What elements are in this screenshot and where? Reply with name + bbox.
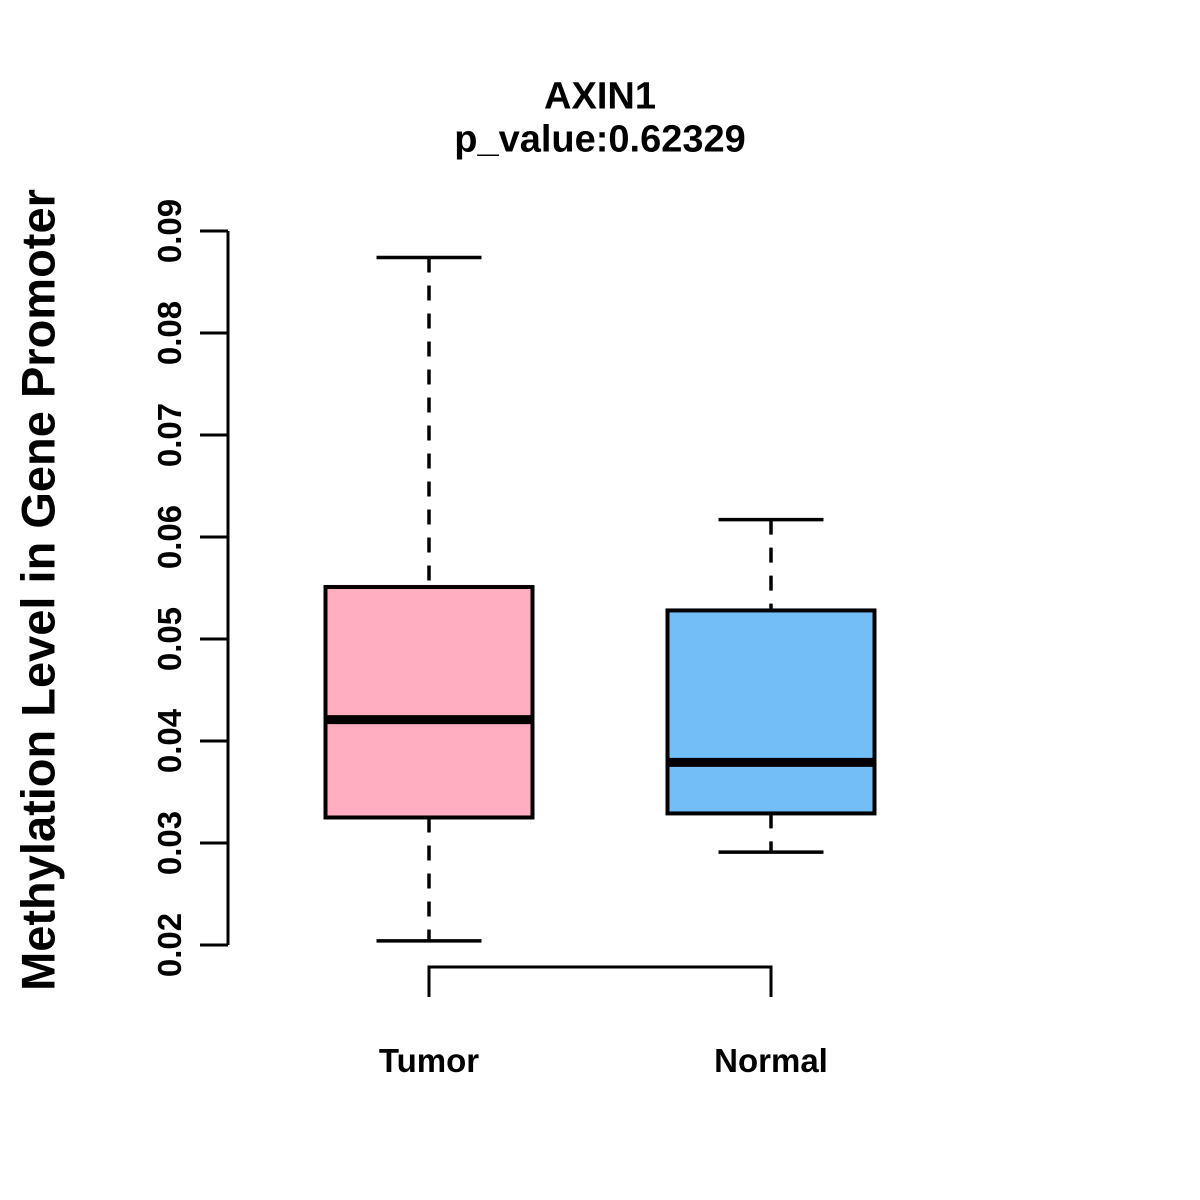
chart-title: AXIN1 bbox=[544, 75, 656, 118]
comparison-bracket bbox=[427, 965, 773, 997]
y-tick-label: 0.03 bbox=[151, 810, 188, 876]
y-tick-label: 0.06 bbox=[151, 504, 188, 570]
y-tick-label: 0.07 bbox=[151, 402, 188, 468]
chart-subtitle-pvalue: p_value:0.62329 bbox=[454, 118, 746, 161]
y-axis-label: Methylation Level in Gene Promoter bbox=[11, 189, 65, 991]
y-tick-label: 0.04 bbox=[151, 708, 188, 774]
y-tick-label: 0.05 bbox=[151, 606, 188, 672]
y-tick-label: 0.02 bbox=[151, 912, 188, 978]
y-tick-label: 0.09 bbox=[151, 198, 188, 264]
y-tick-label: 0.08 bbox=[151, 300, 188, 366]
normal-box bbox=[665, 608, 877, 816]
group-label-normal: Normal bbox=[714, 1042, 828, 1079]
group-label-tumor: Tumor bbox=[378, 1042, 480, 1079]
tumor-box bbox=[323, 584, 535, 820]
